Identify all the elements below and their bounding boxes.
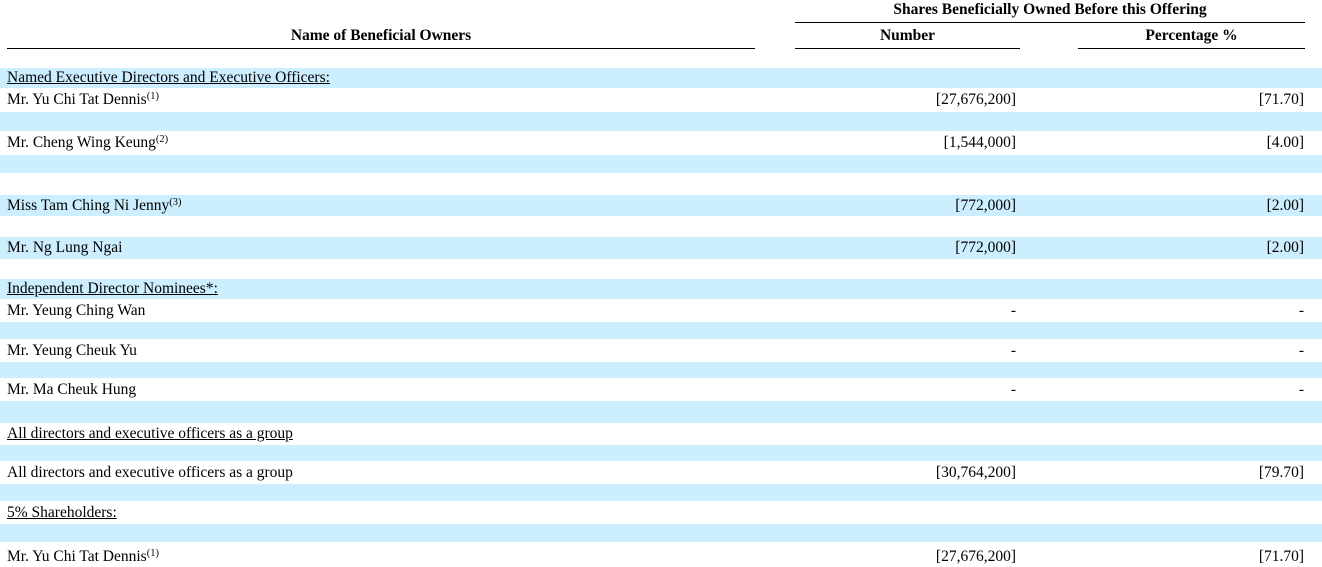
table-row: Mr. Yeung Ching Wan - - xyxy=(0,299,1322,322)
percentage-cell: - xyxy=(1298,380,1305,398)
percentage-cell: [4.00] xyxy=(1266,134,1305,151)
shares-number-cell: - xyxy=(1010,301,1016,319)
table-row: Mr. Yeung Cheuk Yu - - xyxy=(0,339,1322,362)
table-row: Miss Tam Ching Ni Jenny(3) [772,000] [2.… xyxy=(0,195,1322,216)
owner-name-cell: All directors and executive officers as … xyxy=(7,463,293,481)
column-header-number: Number xyxy=(795,22,1020,49)
table-row: All directors and executive officers as … xyxy=(0,461,1322,484)
table-row: Mr. Yu Chi Tat Dennis(1) [27,676,200] [7… xyxy=(0,88,1322,112)
spacer-row xyxy=(0,173,1322,195)
owner-name-cell: Miss Tam Ching Ni Jenny(3) xyxy=(7,196,182,214)
percentage-cell: [71.70] xyxy=(1258,91,1305,108)
owner-name-cell: Mr. Ma Cheuk Hung xyxy=(7,380,137,398)
shares-number-cell: [27,676,200] xyxy=(935,547,1016,565)
table-row: Mr. Ma Cheuk Hung - - xyxy=(0,378,1322,401)
spacer-row xyxy=(0,48,1322,68)
spacer-row xyxy=(0,112,1322,131)
spacer-row xyxy=(0,445,1322,461)
percentage-cell: - xyxy=(1298,341,1305,359)
percentage-cell: [2.00] xyxy=(1266,239,1305,256)
column-header-row: Name of Beneficial Owners Number Percent… xyxy=(0,22,1322,49)
section-title: Named Executive Directors and Executive … xyxy=(7,69,330,86)
shares-number-cell: [30,764,200] xyxy=(935,463,1016,481)
section-header-row: 5% Shareholders: xyxy=(0,501,1322,524)
section-title: 5% Shareholders: xyxy=(7,503,117,521)
shares-number-cell: [772,000] xyxy=(955,239,1016,256)
percentage-cell: [79.70] xyxy=(1258,463,1305,481)
section-header-row: Independent Director Nominees*: xyxy=(0,279,1322,299)
column-header-name: Name of Beneficial Owners xyxy=(7,22,755,49)
spacer-row xyxy=(0,155,1322,173)
section-title: All directors and executive officers as … xyxy=(7,425,293,442)
shares-number-cell: [27,676,200] xyxy=(935,91,1016,108)
spacer-row xyxy=(0,484,1322,501)
owner-name-cell: Mr. Yeung Ching Wan xyxy=(7,301,146,319)
section-header-row: Named Executive Directors and Executive … xyxy=(0,68,1322,88)
footnote-ref: (1) xyxy=(146,547,159,559)
footnote-ref: (3) xyxy=(169,196,182,208)
section-title: Independent Director Nominees*: xyxy=(7,280,218,297)
table-row: Mr. Ng Lung Ngai [772,000] [2.00] xyxy=(0,237,1322,259)
table-row: Mr. Yu Chi Tat Dennis(1) [27,676,200] [7… xyxy=(0,542,1322,567)
spacer-row xyxy=(0,259,1322,279)
spacer-row xyxy=(0,401,1322,423)
shares-number-cell: - xyxy=(1010,341,1016,359)
owner-name-cell: Mr. Yu Chi Tat Dennis(1) xyxy=(7,547,159,565)
owner-name-cell: Mr. Yeung Cheuk Yu xyxy=(7,341,137,359)
percentage-cell: [71.70] xyxy=(1258,547,1305,565)
shares-number-cell: - xyxy=(1010,380,1016,398)
footnote-ref: (2) xyxy=(155,134,169,145)
owner-name-cell: Mr. Yu Chi Tat Dennis(1) xyxy=(7,91,159,108)
percentage-cell: [2.00] xyxy=(1266,196,1305,214)
shares-number-cell: [1,544,000] xyxy=(943,134,1016,151)
spacer-row xyxy=(0,216,1322,237)
spacer-row xyxy=(0,524,1322,542)
spacer-row xyxy=(0,322,1322,339)
table-row: Mr. Cheng Wing Keung(2) [1,544,000] [4.0… xyxy=(0,131,1322,155)
owner-name-cell: Mr. Ng Lung Ngai xyxy=(7,239,123,256)
spacer-row xyxy=(0,362,1322,378)
owner-name-cell: Mr. Cheng Wing Keung(2) xyxy=(7,134,169,151)
column-header-percentage: Percentage % xyxy=(1078,22,1306,49)
section-header-row: All directors and executive officers as … xyxy=(0,423,1322,445)
group-header-row: Shares Beneficially Owned Before this Of… xyxy=(0,0,1322,23)
column-group-header-shares: Shares Beneficially Owned Before this Of… xyxy=(795,0,1306,23)
percentage-cell: - xyxy=(1298,301,1305,319)
shares-number-cell: [772,000] xyxy=(955,196,1016,214)
footnote-ref: (1) xyxy=(146,91,159,102)
